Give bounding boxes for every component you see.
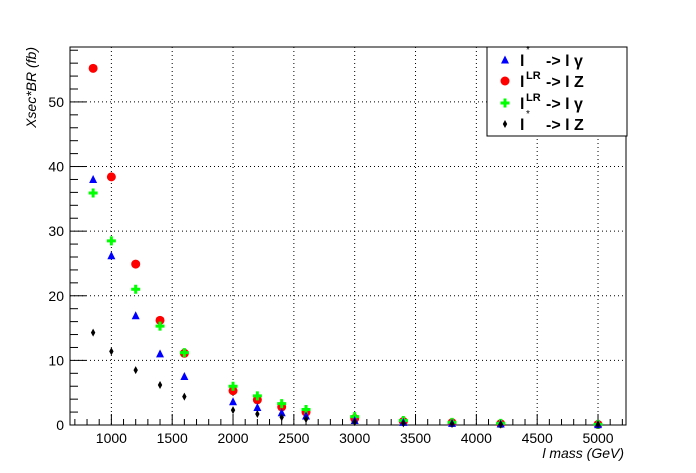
series-diamond	[90, 328, 601, 429]
legend-label: -> l Z	[546, 74, 584, 91]
data-point	[449, 420, 455, 429]
data-point	[255, 410, 260, 419]
legend-superscript: *	[526, 109, 530, 120]
legend-label: -> l γ	[546, 96, 583, 113]
data-point	[155, 315, 165, 325]
tick-labels: 1000 1500 2000 2500 3000 3500 4000 4500 5000 0 10 2…	[48, 94, 613, 446]
data-point	[90, 328, 96, 337]
legend-symbol: l	[520, 96, 524, 113]
x-axis-title: l mass (GeV)	[542, 445, 624, 461]
legend-entry: l LR -> l Z	[500, 70, 584, 91]
x-tick-label: 4500	[522, 430, 553, 446]
data-point	[230, 406, 236, 415]
y-tick-label: 0	[56, 417, 64, 433]
data-point	[401, 419, 406, 428]
data-point	[157, 380, 163, 389]
x-tick-label: 2000	[217, 430, 248, 446]
x-tick-label: 5000	[582, 430, 613, 446]
data-point	[131, 284, 141, 294]
data-point	[253, 403, 262, 412]
data-point	[88, 63, 98, 73]
data-point	[303, 415, 309, 424]
data-point	[277, 408, 286, 417]
data-point	[133, 366, 138, 375]
legend-symbol: l	[520, 117, 524, 134]
legend-marker	[502, 120, 508, 128]
y-tick-label: 10	[48, 352, 64, 368]
legend: l*-> l γl LR -> l Zl LR -> l γl*-> l Z	[486, 45, 628, 137]
legend-entry: l* -> l γ	[501, 45, 583, 70]
data-point	[89, 174, 98, 183]
y-axis-title: Xsec*BR (fb)	[23, 47, 39, 129]
legend-marker	[500, 76, 510, 86]
series-cross	[88, 188, 603, 429]
x-tick-label: 1500	[157, 430, 188, 446]
data-points	[88, 63, 603, 429]
data-point	[155, 321, 165, 331]
data-point	[498, 420, 503, 429]
legend-subscript: LR	[526, 92, 541, 104]
legend-marker	[500, 98, 510, 108]
data-point	[88, 188, 98, 198]
legend-entry: l LR -> l γ	[500, 92, 583, 113]
legend-symbol: l	[520, 74, 524, 91]
data-point	[179, 348, 189, 358]
y-tick-label: 20	[48, 288, 64, 304]
data-point	[131, 311, 140, 320]
series-triangle	[89, 174, 603, 429]
legend-label: -> l Z	[546, 117, 584, 134]
data-point	[595, 420, 601, 429]
legend-symbol: l	[520, 53, 524, 70]
data-point	[180, 372, 189, 381]
x-tick-label: 3000	[339, 430, 370, 446]
y-tick-label: 40	[48, 159, 64, 175]
data-point	[228, 381, 238, 391]
data-point	[182, 392, 187, 401]
legend-superscript: *	[526, 45, 530, 56]
x-tick-label: 2500	[278, 430, 309, 446]
x-tick-label: 3500	[400, 430, 431, 446]
plot-frame	[69, 46, 627, 426]
data-point	[106, 236, 116, 246]
data-point	[279, 413, 284, 422]
data-point	[228, 386, 238, 396]
legend-entry: l* -> l Z	[502, 109, 584, 134]
x-tick-label: 4000	[461, 430, 492, 446]
data-point	[109, 347, 114, 356]
data-point	[156, 349, 165, 358]
data-point	[131, 259, 141, 269]
data-point	[107, 251, 116, 260]
data-point	[229, 397, 238, 406]
y-tick-label: 30	[48, 223, 64, 239]
legend-subscript: LR	[526, 70, 541, 82]
legend-label: -> l γ	[546, 53, 583, 70]
grid	[70, 47, 626, 425]
data-point	[301, 404, 311, 414]
y-tick-label: 50	[48, 94, 64, 110]
data-point	[277, 399, 287, 409]
data-point	[252, 391, 262, 401]
legend-box	[486, 46, 628, 137]
data-point	[352, 418, 357, 427]
data-point	[106, 172, 116, 182]
legend-marker	[501, 55, 509, 64]
x-tick-label: 1000	[96, 430, 127, 446]
